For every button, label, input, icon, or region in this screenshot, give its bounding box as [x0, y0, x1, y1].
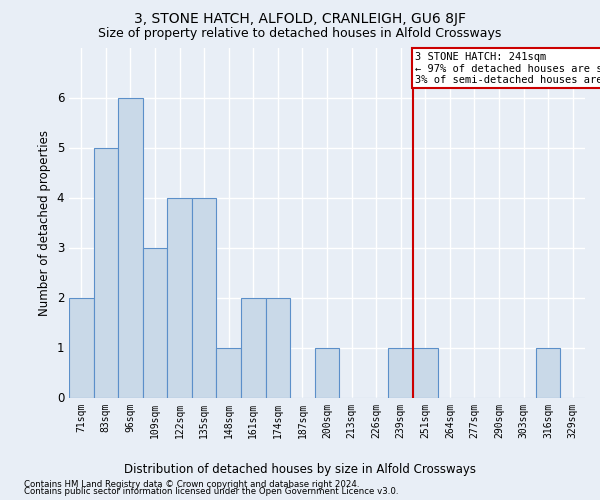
- Bar: [315, 348, 339, 398]
- Bar: [241, 298, 266, 398]
- Bar: [266, 298, 290, 398]
- Text: Contains HM Land Registry data © Crown copyright and database right 2024.: Contains HM Land Registry data © Crown c…: [24, 480, 359, 489]
- Bar: [388, 348, 413, 398]
- Bar: [192, 198, 217, 398]
- Text: Distribution of detached houses by size in Alfold Crossways: Distribution of detached houses by size …: [124, 462, 476, 475]
- Bar: [143, 248, 167, 398]
- Bar: [536, 348, 560, 398]
- Bar: [94, 148, 118, 398]
- Bar: [413, 348, 437, 398]
- Text: Size of property relative to detached houses in Alfold Crossways: Size of property relative to detached ho…: [98, 28, 502, 40]
- Bar: [118, 98, 143, 398]
- Y-axis label: Number of detached properties: Number of detached properties: [38, 130, 51, 316]
- Bar: [69, 298, 94, 398]
- Bar: [217, 348, 241, 398]
- Bar: [167, 198, 192, 398]
- Text: 3, STONE HATCH, ALFOLD, CRANLEIGH, GU6 8JF: 3, STONE HATCH, ALFOLD, CRANLEIGH, GU6 8…: [134, 12, 466, 26]
- Text: 3 STONE HATCH: 241sqm
← 97% of detached houses are smaller (31)
3% of semi-detac: 3 STONE HATCH: 241sqm ← 97% of detached …: [415, 52, 600, 84]
- Text: Contains public sector information licensed under the Open Government Licence v3: Contains public sector information licen…: [24, 488, 398, 496]
